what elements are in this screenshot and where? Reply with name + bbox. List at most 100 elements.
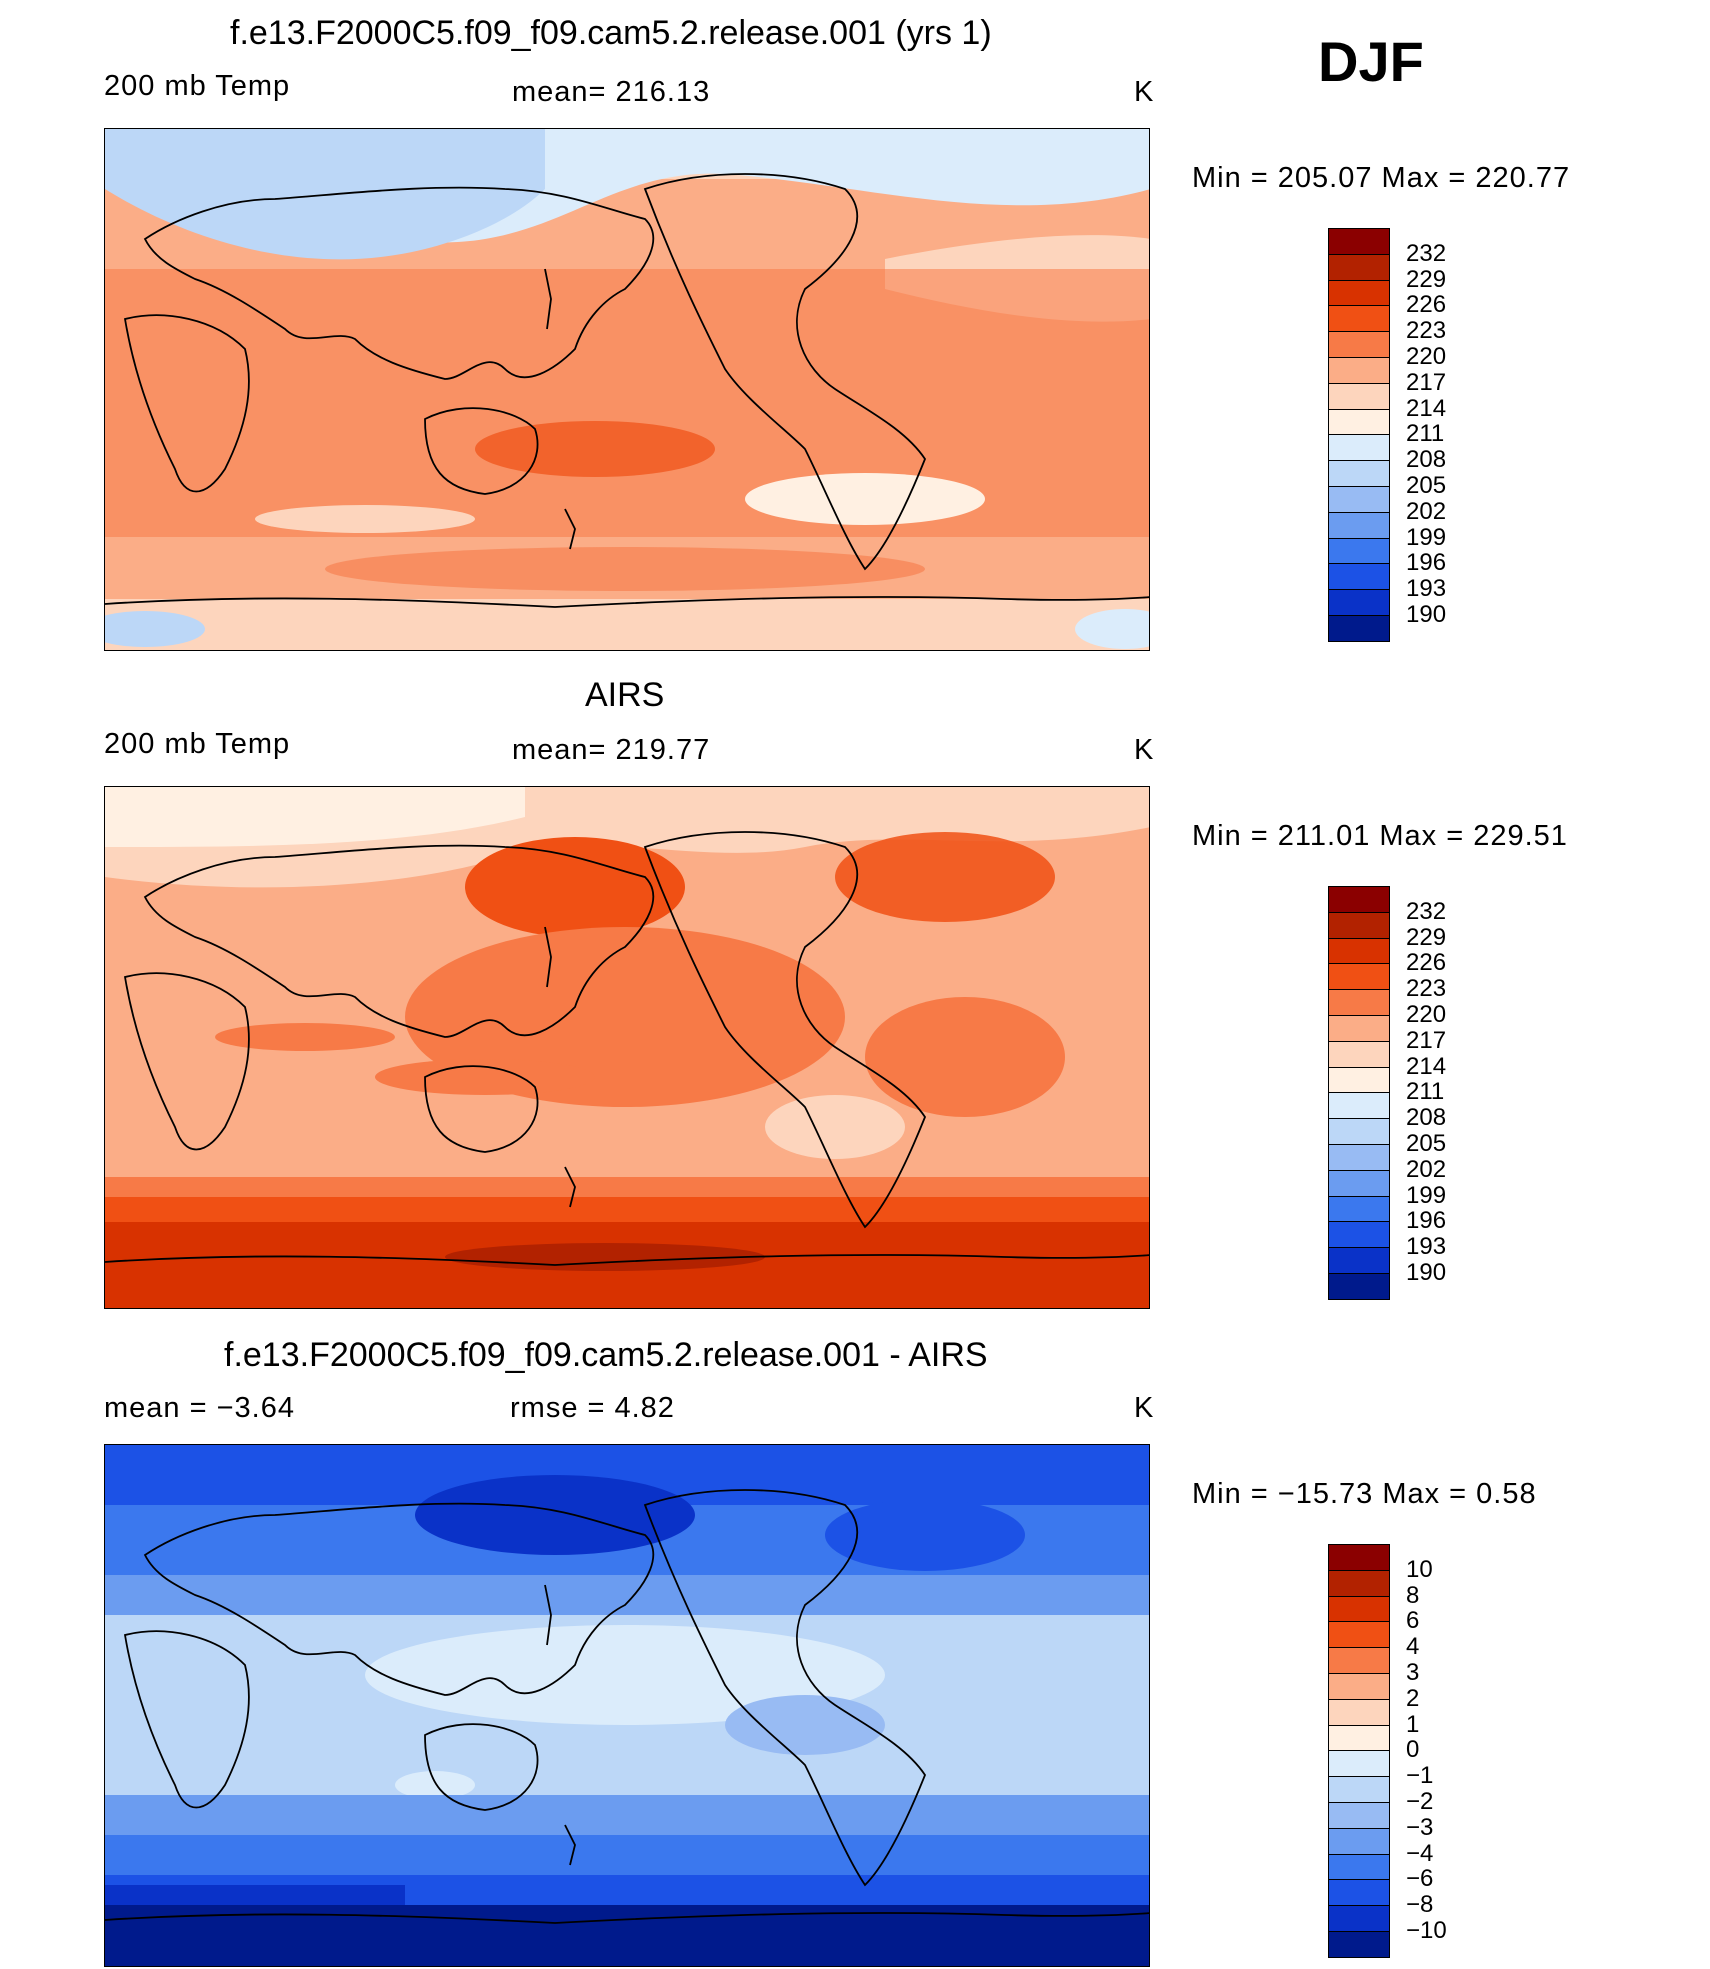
panel1-minmax: Min = 205.07 Max = 220.77 — [1192, 162, 1571, 194]
colorbar-diff-label-11: −4 — [1406, 1839, 1434, 1867]
colorbar-abs-2-label-5: 217 — [1406, 1026, 1447, 1054]
panel2-map-plot — [105, 787, 1149, 1308]
panel3-map — [104, 1444, 1150, 1967]
colorbar-abs-2-swatch-2 — [1328, 937, 1390, 965]
colorbar-diff-swatch-12 — [1328, 1853, 1390, 1881]
colorbar-abs-1-swatch-14 — [1328, 589, 1390, 616]
colorbar-diff-label-9: −2 — [1406, 1788, 1434, 1815]
colorbar-abs-1-swatch-3 — [1328, 305, 1390, 333]
colorbar-abs-1-swatch-10 — [1328, 486, 1390, 513]
colorbar-abs-2-swatch-1 — [1328, 911, 1390, 939]
colorbar-abs-1-swatch-5 — [1328, 357, 1390, 384]
colorbar-diff-swatch-0 — [1328, 1544, 1390, 1571]
colorbar-diff-label-2: 6 — [1406, 1607, 1420, 1635]
colorbar-diff-label-5: 2 — [1406, 1684, 1420, 1712]
panel1-band-south-1 — [255, 505, 475, 533]
panel2-warm-north-pacific — [465, 837, 685, 937]
colorbar-abs-2-swatch-3 — [1328, 963, 1390, 991]
colorbar-abs-2-label-9: 205 — [1406, 1130, 1447, 1157]
colorbar-diff-swatch-1 — [1328, 1569, 1390, 1597]
colorbar-abs-1-swatch-2 — [1328, 279, 1390, 307]
colorbar-diff-swatch-3 — [1328, 1621, 1390, 1649]
colorbar-diff-swatch-2 — [1328, 1595, 1390, 1623]
colorbar-diff-swatch-13 — [1328, 1879, 1390, 1907]
colorbar-abs-2-label-12: 196 — [1406, 1207, 1447, 1235]
colorbar-abs-1-label-4: 220 — [1406, 343, 1447, 370]
panel1-band-south-2 — [745, 473, 985, 525]
panel2-map — [104, 786, 1150, 1309]
colorbar-abs-2-swatch-6 — [1328, 1040, 1390, 1068]
colorbar-abs-1-label-6: 214 — [1406, 394, 1447, 422]
panel1-coastlines — [105, 173, 1149, 608]
panel1-units: K — [1134, 76, 1155, 108]
panel2-minmax: Min = 211.01 Max = 229.51 — [1192, 820, 1568, 852]
panel2-band-south-2 — [105, 1197, 1149, 1222]
colorbar-abs-2-label-0: 232 — [1406, 897, 1447, 925]
colorbar-diff-swatch-6 — [1328, 1698, 1390, 1726]
panel2-mean-label: mean= 219.77 — [512, 734, 711, 766]
colorbar-abs-1-swatch-15 — [1328, 615, 1390, 642]
colorbar-abs-1-swatch-6 — [1328, 382, 1390, 410]
colorbar-abs-2-swatch-10 — [1328, 1144, 1390, 1171]
panel3-near-zero-australia — [395, 1771, 475, 1799]
colorbar-abs-1-swatch-11 — [1328, 511, 1390, 539]
colorbar-abs-2-swatch-5 — [1328, 1015, 1390, 1042]
colorbar-abs-2-swatch-7 — [1328, 1066, 1390, 1094]
colorbar-abs-1-label-8: 208 — [1406, 446, 1447, 474]
panel2-warm-australia — [375, 1059, 595, 1095]
colorbar-diff-swatch-8 — [1328, 1750, 1390, 1778]
colorbar-diff-swatch-7 — [1328, 1724, 1390, 1752]
colorbar-abs-2-label-8: 208 — [1406, 1104, 1447, 1132]
panel3-coastlines — [105, 1489, 1149, 1924]
panel2-cool-south-pacific — [765, 1095, 905, 1159]
panel2-variable-label: 200 mb Temp — [104, 728, 291, 760]
colorbar-abs-2-swatch-14 — [1328, 1247, 1390, 1274]
colorbar-abs-1-swatch-7 — [1328, 408, 1390, 436]
panel1-map-plot — [105, 129, 1149, 650]
colorbar-abs-1-swatch-12 — [1328, 537, 1390, 565]
panel2-warm-north-america — [835, 832, 1055, 922]
panel1-cold-antarctic-w — [105, 611, 205, 647]
panel3-map-plot — [105, 1445, 1149, 1966]
colorbar-diff-label-7: 0 — [1406, 1736, 1420, 1764]
panel3-cold-siberia — [415, 1475, 695, 1555]
colorbar-diff-swatch-14 — [1328, 1905, 1390, 1932]
colorbar-diff-swatch-5 — [1328, 1673, 1390, 1700]
panel3-mean-label: mean = −3.64 — [104, 1392, 295, 1424]
colorbar-abs-2-label-13: 193 — [1406, 1233, 1447, 1261]
colorbar-abs-1-swatch-0 — [1328, 228, 1390, 255]
panel3-minmax: Min = −15.73 Max = 0.58 — [1192, 1478, 1537, 1510]
colorbar-abs-1-swatch-8 — [1328, 434, 1390, 462]
colorbar-abs-1-label-3: 223 — [1406, 317, 1447, 345]
colorbar-abs-2-swatch-15 — [1328, 1273, 1390, 1300]
panel3-band-south-2 — [105, 1835, 1149, 1875]
panel2-band-south-1 — [105, 1177, 1149, 1197]
colorbar-abs-2-label-1: 229 — [1406, 923, 1447, 951]
panel2-warm-indian — [215, 1023, 395, 1051]
colorbar-abs-1-label-11: 199 — [1406, 523, 1447, 551]
colorbar-diff-label-14: −10 — [1406, 1917, 1447, 1944]
colorbar-diff-label-1: 8 — [1406, 1581, 1420, 1609]
colorbar-abs-1-label-2: 226 — [1406, 291, 1447, 319]
panel1-band-antarctic — [105, 599, 1149, 650]
panel2-units: K — [1134, 734, 1155, 766]
colorbar-abs-2-swatch-9 — [1328, 1118, 1390, 1145]
panel2-band-antarctic-core — [445, 1243, 765, 1271]
colorbar-abs-1-swatch-1 — [1328, 253, 1390, 281]
panel1-cold-antarctic-e — [1075, 609, 1149, 649]
colorbar-diff-label-3: 4 — [1406, 1633, 1420, 1661]
colorbar-diff-label-12: −6 — [1406, 1865, 1434, 1893]
colorbar-abs-1-label-7: 211 — [1406, 420, 1445, 448]
colorbar-abs-2-label-11: 199 — [1406, 1181, 1447, 1209]
colorbar-diff-swatch-10 — [1328, 1802, 1390, 1829]
panel2-warm-eurasia — [105, 787, 525, 847]
colorbar-diff-label-10: −3 — [1406, 1813, 1434, 1841]
panel3-rmse-label: rmse = 4.82 — [510, 1392, 675, 1424]
colorbar-diff-label-4: 3 — [1406, 1659, 1420, 1686]
colorbar-abs-2-label-7: 211 — [1406, 1078, 1445, 1106]
colorbar-abs-1-swatch-13 — [1328, 563, 1390, 591]
colorbar-diff-label-8: −1 — [1406, 1762, 1434, 1790]
colorbar-abs-2-label-2: 226 — [1406, 949, 1447, 977]
colorbar-abs-2-swatch-12 — [1328, 1195, 1390, 1223]
panel1-title: f.e13.F2000C5.f09_f09.cam5.2.release.001… — [230, 14, 992, 52]
